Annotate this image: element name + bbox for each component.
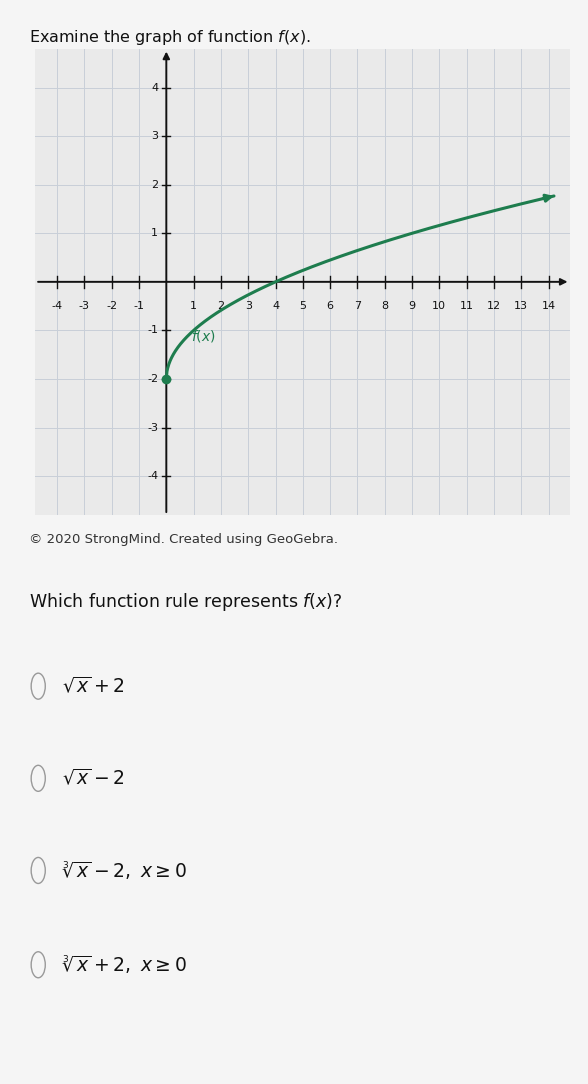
Text: 2: 2	[151, 180, 158, 190]
Text: -3: -3	[79, 301, 90, 311]
Text: 4: 4	[272, 301, 279, 311]
Text: 10: 10	[432, 301, 446, 311]
Text: $\sqrt[3]{x}-2,\ x\geq 0$: $\sqrt[3]{x}-2,\ x\geq 0$	[62, 860, 187, 881]
Text: Which function rule represents $f(x)$?: Which function rule represents $f(x)$?	[29, 591, 343, 612]
Text: © 2020 StrongMind. Created using GeoGebra.: © 2020 StrongMind. Created using GeoGebr…	[29, 533, 339, 546]
Text: 4: 4	[151, 82, 158, 92]
Text: $f(x)$: $f(x)$	[191, 327, 216, 344]
Text: $\sqrt[3]{x}+2,\ x\geq 0$: $\sqrt[3]{x}+2,\ x\geq 0$	[62, 954, 187, 976]
Text: 11: 11	[460, 301, 473, 311]
Text: -3: -3	[147, 423, 158, 433]
Text: -1: -1	[147, 325, 158, 335]
Text: 7: 7	[354, 301, 361, 311]
Text: -4: -4	[147, 472, 158, 481]
Text: $\sqrt{x}-2$: $\sqrt{x}-2$	[62, 767, 125, 789]
Text: 2: 2	[218, 301, 225, 311]
Text: 3: 3	[245, 301, 252, 311]
Text: 12: 12	[487, 301, 501, 311]
Text: $\sqrt{x}+2$: $\sqrt{x}+2$	[62, 675, 125, 697]
Text: 9: 9	[409, 301, 416, 311]
Text: 5: 5	[299, 301, 306, 311]
Text: 1: 1	[190, 301, 197, 311]
Text: -4: -4	[52, 301, 63, 311]
Text: -2: -2	[147, 374, 158, 384]
Text: 8: 8	[381, 301, 388, 311]
Text: 14: 14	[542, 301, 556, 311]
Text: 13: 13	[514, 301, 528, 311]
Text: -2: -2	[106, 301, 117, 311]
Text: Examine the graph of function $f(x)$.: Examine the graph of function $f(x)$.	[29, 28, 311, 48]
Text: -1: -1	[133, 301, 145, 311]
Text: 1: 1	[151, 229, 158, 238]
Text: 6: 6	[326, 301, 333, 311]
Text: 3: 3	[151, 131, 158, 141]
